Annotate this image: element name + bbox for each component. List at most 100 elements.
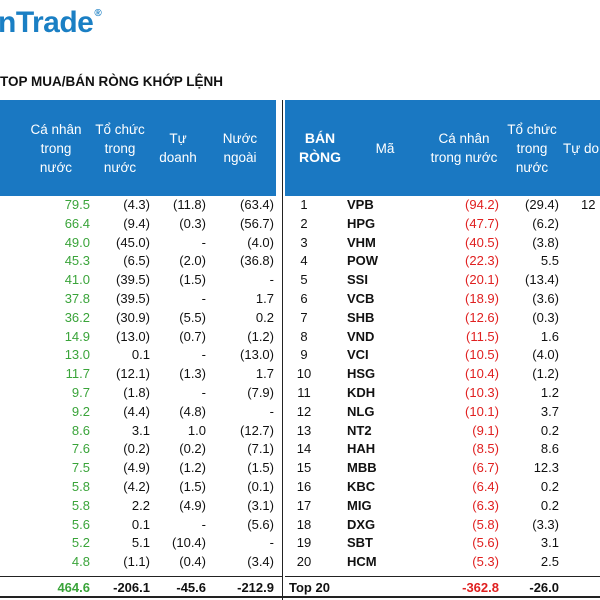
table-row: 12 NLG (10.1) 3.7 — [285, 403, 600, 422]
cell-individual: (9.1) — [472, 422, 499, 438]
cell-institution: (39.5) — [116, 272, 150, 288]
cell-individual: (10.1) — [465, 403, 499, 419]
cell-individual: 7.6 — [71, 441, 90, 457]
cell-ticker: VND — [347, 328, 375, 344]
cell-proprietary: (0.2) — [179, 441, 206, 457]
cell-individual: 5.2 — [71, 535, 90, 551]
cell-foreign: (1.2) — [247, 328, 274, 344]
cell-institution: 2.5 — [540, 554, 559, 570]
cell-individual: (12.6) — [465, 309, 499, 325]
cell-proprietary — [581, 290, 600, 309]
table-row: 9 VCI (10.5) (4.0) — [285, 346, 600, 365]
cell-individual: 5.8 — [71, 497, 90, 513]
cell-ticker: HCM — [347, 554, 377, 570]
table-row: 37.8 (39.5) - 1.7 — [0, 290, 276, 309]
cell-individual: (6.4) — [472, 478, 499, 494]
cell-rank: 2 — [300, 215, 308, 231]
cell-individual: (10.5) — [465, 347, 499, 363]
cell-foreign: (3.1) — [247, 497, 274, 513]
cell-individual: 37.8 — [64, 290, 90, 306]
cell-proprietary: (4.9) — [179, 497, 206, 513]
cell-foreign: 0.2 — [255, 309, 274, 325]
buy-net-header: Cá nhân trong nước Tổ chức trong nước Tự doan… — [0, 100, 276, 196]
header-sell-net: BÁN RÒNG — [299, 130, 341, 165]
cell-individual: (5.6) — [472, 535, 499, 551]
cell-institution: (0.3) — [532, 309, 559, 325]
table-row: 9.2 (4.4) (4.8) - — [0, 403, 276, 422]
table-row: 45.3 (6.5) (2.0) (36.8) — [0, 252, 276, 271]
cell-foreign: (3.4) — [247, 554, 274, 570]
cell-proprietary: - — [201, 384, 206, 400]
cell-individual: 41.0 — [64, 272, 90, 288]
table-row: 4 POW (22.3) 5.5 — [285, 252, 600, 271]
cell-individual: (5.8) — [472, 516, 499, 532]
table-row: 18 DXG (5.8) (3.3) — [285, 516, 600, 535]
total-individual: 464.6 — [57, 580, 90, 595]
cell-ticker: HPG — [347, 215, 376, 231]
cell-rank: 10 — [296, 366, 312, 382]
table-row: 7 SHB (12.6) (0.3) — [285, 309, 600, 328]
cell-rank: 20 — [296, 554, 312, 570]
cell-foreign: (7.9) — [247, 384, 274, 400]
cell-individual: 5.8 — [71, 478, 90, 494]
cell-institution: (30.9) — [116, 309, 150, 325]
total-institution: -206.1 — [113, 580, 150, 595]
cell-proprietary: (1.3) — [179, 366, 206, 382]
table-row: 8 VND (11.5) 1.6 — [285, 328, 600, 347]
cell-proprietary: (0.7) — [179, 328, 206, 344]
cell-institution: (4.4) — [123, 403, 150, 419]
cell-institution: 8.6 — [540, 441, 559, 457]
cell-individual: (10.4) — [465, 366, 499, 382]
cell-proprietary — [581, 365, 600, 384]
cell-proprietary: - — [201, 347, 206, 363]
cell-proprietary: (5.5) — [179, 309, 206, 325]
cell-proprietary — [581, 440, 600, 459]
cell-ticker: MIG — [347, 497, 372, 513]
cell-rank: 16 — [296, 478, 312, 494]
cell-institution: (0.2) — [123, 441, 150, 457]
panel-divider — [282, 100, 283, 600]
cell-proprietary — [581, 234, 600, 253]
table-row: 66.4 (9.4) (0.3) (56.7) — [0, 215, 276, 234]
cell-proprietary: (0.3) — [179, 215, 206, 231]
cell-institution: 0.2 — [540, 478, 559, 494]
total-label: Top 20 — [289, 580, 330, 595]
cell-proprietary — [581, 215, 600, 234]
cell-foreign: 1.7 — [255, 290, 274, 306]
cell-rank: 14 — [296, 441, 312, 457]
cell-proprietary: (2.0) — [179, 253, 206, 269]
cell-proprietary: (10.4) — [172, 535, 206, 551]
cell-ticker: NLG — [347, 403, 375, 419]
table-row: 41.0 (39.5) (1.5) - — [0, 271, 276, 290]
table-row: 1 VPB (94.2) (29.4) 12 — [285, 196, 600, 215]
cell-individual: 9.7 — [71, 384, 90, 400]
table-row: 49.0 (45.0) - (4.0) — [0, 234, 276, 253]
cell-individual: (18.9) — [465, 290, 499, 306]
cell-institution: (3.6) — [532, 290, 559, 306]
cell-proprietary — [581, 478, 600, 497]
cell-proprietary: (1.5) — [179, 478, 206, 494]
cell-individual: 45.3 — [64, 253, 90, 269]
cell-ticker: VHM — [347, 234, 376, 250]
cell-individual: 49.0 — [64, 234, 90, 250]
header-proprietary: Tự do — [563, 140, 600, 156]
table-row: 36.2 (30.9) (5.5) 0.2 — [0, 309, 276, 328]
cell-individual: (22.3) — [465, 253, 499, 269]
cell-rank: 6 — [300, 290, 308, 306]
cell-institution: 1.6 — [540, 328, 559, 344]
cell-proprietary: - — [201, 234, 206, 250]
cell-ticker: DXG — [347, 516, 376, 532]
cell-institution: (29.4) — [525, 197, 559, 212]
header-ticker: Mã — [375, 140, 395, 156]
cell-institution: 5.5 — [540, 253, 559, 269]
cell-ticker: VPB — [347, 197, 374, 212]
cell-institution: (3.3) — [532, 516, 559, 532]
table-bottom-border — [0, 596, 600, 598]
table-row: 13.0 0.1 - (13.0) — [0, 346, 276, 365]
header-individual-domestic: Cá nhân trong nước — [430, 131, 498, 165]
table-row: 20 HCM (5.3) 2.5 — [285, 553, 600, 572]
table-row: 7.6 (0.2) (0.2) (7.1) — [0, 440, 276, 459]
total-proprietary: -45.6 — [176, 580, 206, 595]
cell-proprietary — [581, 346, 600, 365]
table-row: 4.8 (1.1) (0.4) (3.4) — [0, 553, 276, 572]
